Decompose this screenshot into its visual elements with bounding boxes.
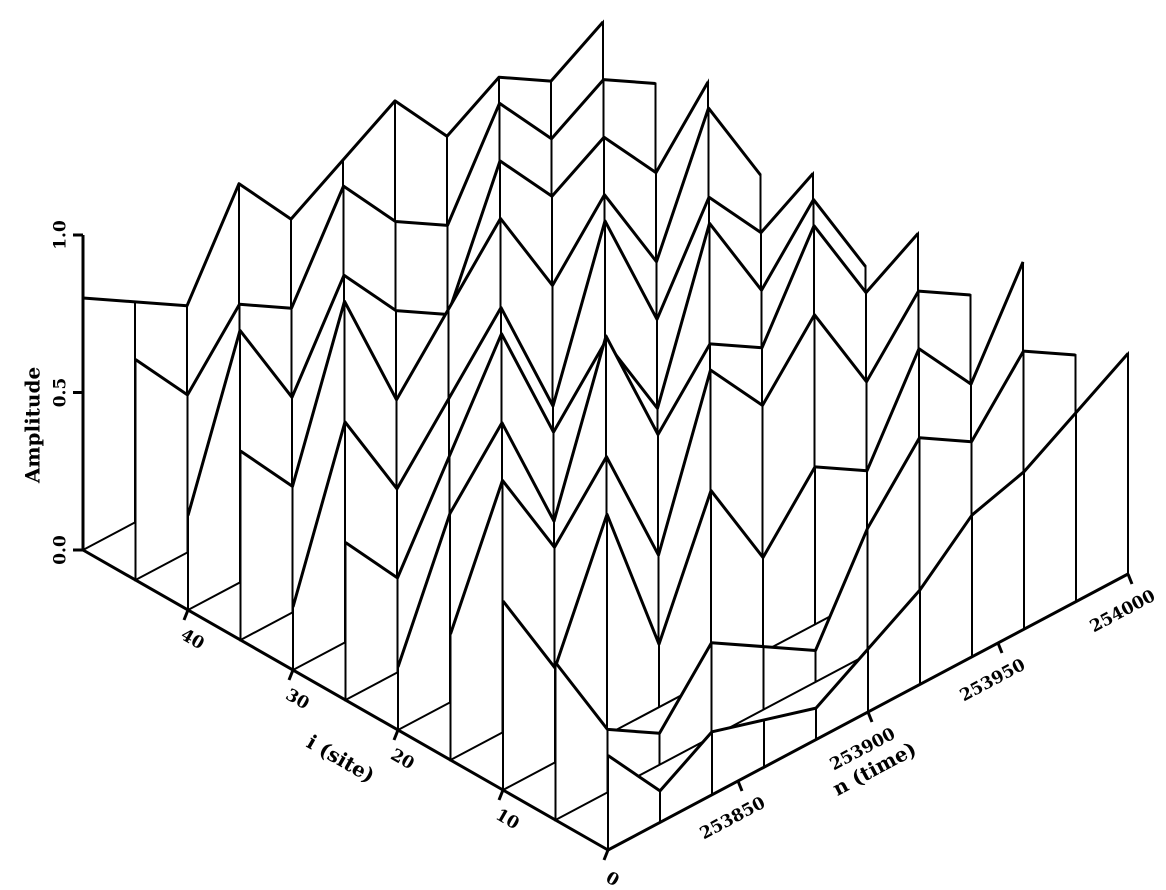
surface-row [607, 352, 1130, 793]
n-tick [736, 780, 744, 792]
n-tick [996, 642, 1004, 654]
z-tick-label: 0.0 [51, 535, 71, 565]
surface-row [134, 78, 656, 397]
n-tick-label: 253950 [957, 655, 1029, 706]
i-tick [497, 789, 505, 801]
surface-row [449, 289, 971, 635]
i-tick-label: 40 [177, 625, 208, 654]
i-tick-label: 30 [282, 685, 313, 714]
surface-row [82, 21, 605, 308]
surface-row [396, 224, 920, 668]
z-tick-label: 1.0 [51, 220, 71, 250]
i-tick-label: 20 [387, 745, 418, 774]
i-tick [287, 669, 295, 681]
surface-row [239, 106, 762, 488]
surface-row [554, 349, 1076, 735]
n-tick-label: 253850 [697, 793, 769, 844]
i-tick [182, 609, 190, 621]
i-tick [602, 849, 610, 861]
i-tick-label: 0 [602, 868, 622, 890]
z-axis-label: Amplitude [21, 367, 45, 484]
i-tick [392, 729, 400, 741]
i-axis-label: i (site) [303, 730, 379, 788]
n-tick-label: 254000 [1087, 586, 1159, 637]
i-tick-label: 10 [492, 805, 523, 834]
n-tick [866, 711, 874, 723]
surface-row [291, 172, 815, 608]
z-tick-label: 0.5 [51, 378, 71, 408]
surface-row [501, 261, 1025, 670]
n-tick [1126, 573, 1134, 585]
i-axis [82, 548, 609, 852]
